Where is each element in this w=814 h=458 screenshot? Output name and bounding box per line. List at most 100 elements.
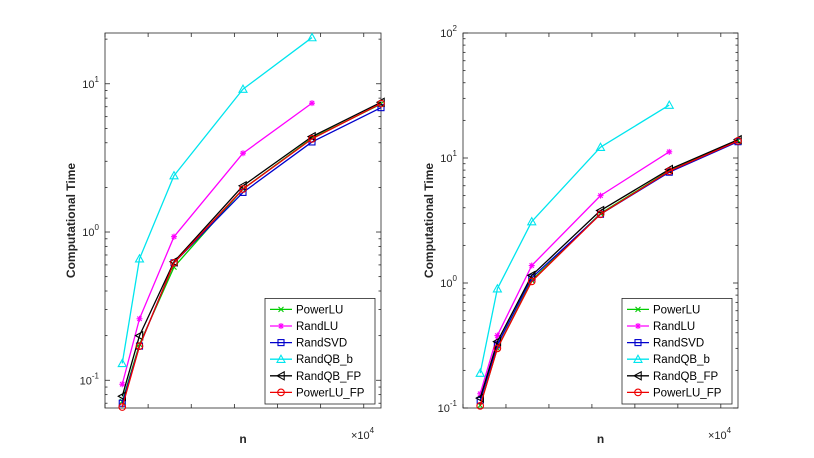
y-tick-base: 10	[82, 227, 94, 239]
y-tick-label: 101	[440, 149, 457, 165]
y-tick-exponent: -1	[450, 399, 458, 408]
y-tick-base: 10	[440, 153, 452, 165]
legend-label: RandSVD	[653, 338, 704, 350]
y-tick-exponent: 0	[95, 223, 100, 232]
y-tick-label: 10-1	[80, 371, 100, 387]
y-tick-exponent: 1	[95, 75, 100, 84]
legend-marker	[635, 323, 641, 329]
data-point	[309, 100, 315, 107]
data-point	[134, 330, 144, 341]
y-tick-exponent: 0	[453, 274, 458, 283]
legend-item: PowerLU	[270, 304, 343, 316]
data-point	[169, 170, 179, 180]
x-axis-label: n	[239, 432, 246, 446]
legend-marker	[634, 339, 642, 347]
legend-marker	[633, 354, 643, 363]
x-multiplier-exponent: 4	[727, 426, 732, 435]
y-axis-label: Computational Time	[422, 163, 436, 278]
legend-item: PowerLU_FP	[270, 387, 365, 399]
legend-item: RandSVD	[270, 338, 347, 350]
data-point	[476, 402, 485, 410]
data-point	[666, 148, 673, 155]
series-PowerLU_FP	[118, 99, 385, 411]
legend-box	[264, 297, 376, 405]
data-point	[118, 403, 127, 411]
series-RandQB_b	[117, 32, 317, 368]
y-tick-base: 10	[440, 278, 452, 290]
data-point	[734, 137, 742, 145]
legend-label: RandLU	[296, 321, 338, 333]
y-axis-label: Computational Time	[64, 163, 78, 278]
legend-label: PowerLU	[296, 304, 343, 316]
y-tick-base: 10	[80, 375, 92, 387]
data-point	[117, 358, 128, 368]
series-RandLU	[477, 148, 673, 397]
y-tick-base: 10	[82, 79, 94, 91]
data-point	[134, 253, 145, 263]
legend-box	[621, 297, 733, 405]
data-point	[494, 332, 501, 339]
series-line	[479, 141, 739, 401]
series-PowerLU_FP	[476, 137, 742, 410]
legend-marker	[277, 339, 285, 347]
data-point	[526, 270, 536, 281]
data-point	[665, 167, 674, 175]
data-point	[477, 390, 484, 397]
series-RandLU	[119, 100, 315, 388]
data-point	[119, 381, 126, 388]
legend: PowerLU RandLU RandSVD RandQB_b RandQB_FP Pow…	[264, 297, 376, 405]
series-line	[479, 140, 739, 407]
y-tick-exponent: 1	[453, 149, 458, 158]
x-multiplier: ×104	[708, 426, 732, 442]
data-point	[135, 342, 144, 350]
data-point	[238, 84, 248, 93]
data-point	[308, 135, 316, 143]
data-point	[492, 283, 503, 293]
data-point	[528, 262, 535, 269]
data-point	[597, 192, 604, 199]
data-point	[377, 99, 385, 108]
data-point	[240, 150, 246, 157]
data-point	[664, 99, 675, 109]
y-tick-base: 10	[438, 403, 450, 415]
data-point	[527, 277, 536, 286]
legend-marker	[634, 388, 642, 397]
data-point	[136, 315, 143, 322]
legend-item: RandLU	[627, 321, 695, 333]
x-multiplier-base: ×10	[351, 430, 370, 442]
data-point	[493, 344, 502, 353]
data-point	[596, 210, 605, 219]
series-line	[121, 37, 313, 364]
legend: PowerLU RandLU RandSVD RandQB_b RandQB_FP Pow…	[621, 297, 733, 405]
legend-label: RandQB_FP	[653, 371, 719, 383]
y-tick-label: 100	[82, 223, 99, 239]
legend-marker	[278, 323, 284, 329]
x-axis-label: n	[597, 432, 604, 446]
data-point	[307, 32, 317, 42]
data-point	[595, 205, 605, 216]
legend-label: PowerLU_FP	[296, 387, 365, 399]
legend-item: PowerLU_FP	[627, 387, 722, 399]
legend-item: RandQB_FP	[627, 371, 719, 383]
legend-marker	[635, 306, 641, 313]
series-line	[121, 103, 382, 408]
legend-marker	[632, 370, 642, 381]
data-point	[171, 233, 177, 240]
legend-label: RandLU	[653, 321, 695, 333]
series-line	[479, 104, 670, 374]
data-point	[475, 368, 486, 377]
y-tick-label: 101	[82, 75, 99, 91]
data-point	[237, 180, 247, 191]
y-tick-exponent: 2	[453, 24, 458, 33]
series-line	[479, 139, 739, 399]
data-point	[526, 216, 537, 226]
legend-item: RandQB_b	[270, 354, 353, 366]
y-tick-label: 100	[440, 274, 457, 290]
series-RandQB_b	[475, 99, 675, 377]
y-tick-label: 10-1	[438, 399, 458, 415]
x-multiplier-base: ×10	[708, 430, 727, 442]
legend-item: RandQB_b	[627, 354, 710, 366]
